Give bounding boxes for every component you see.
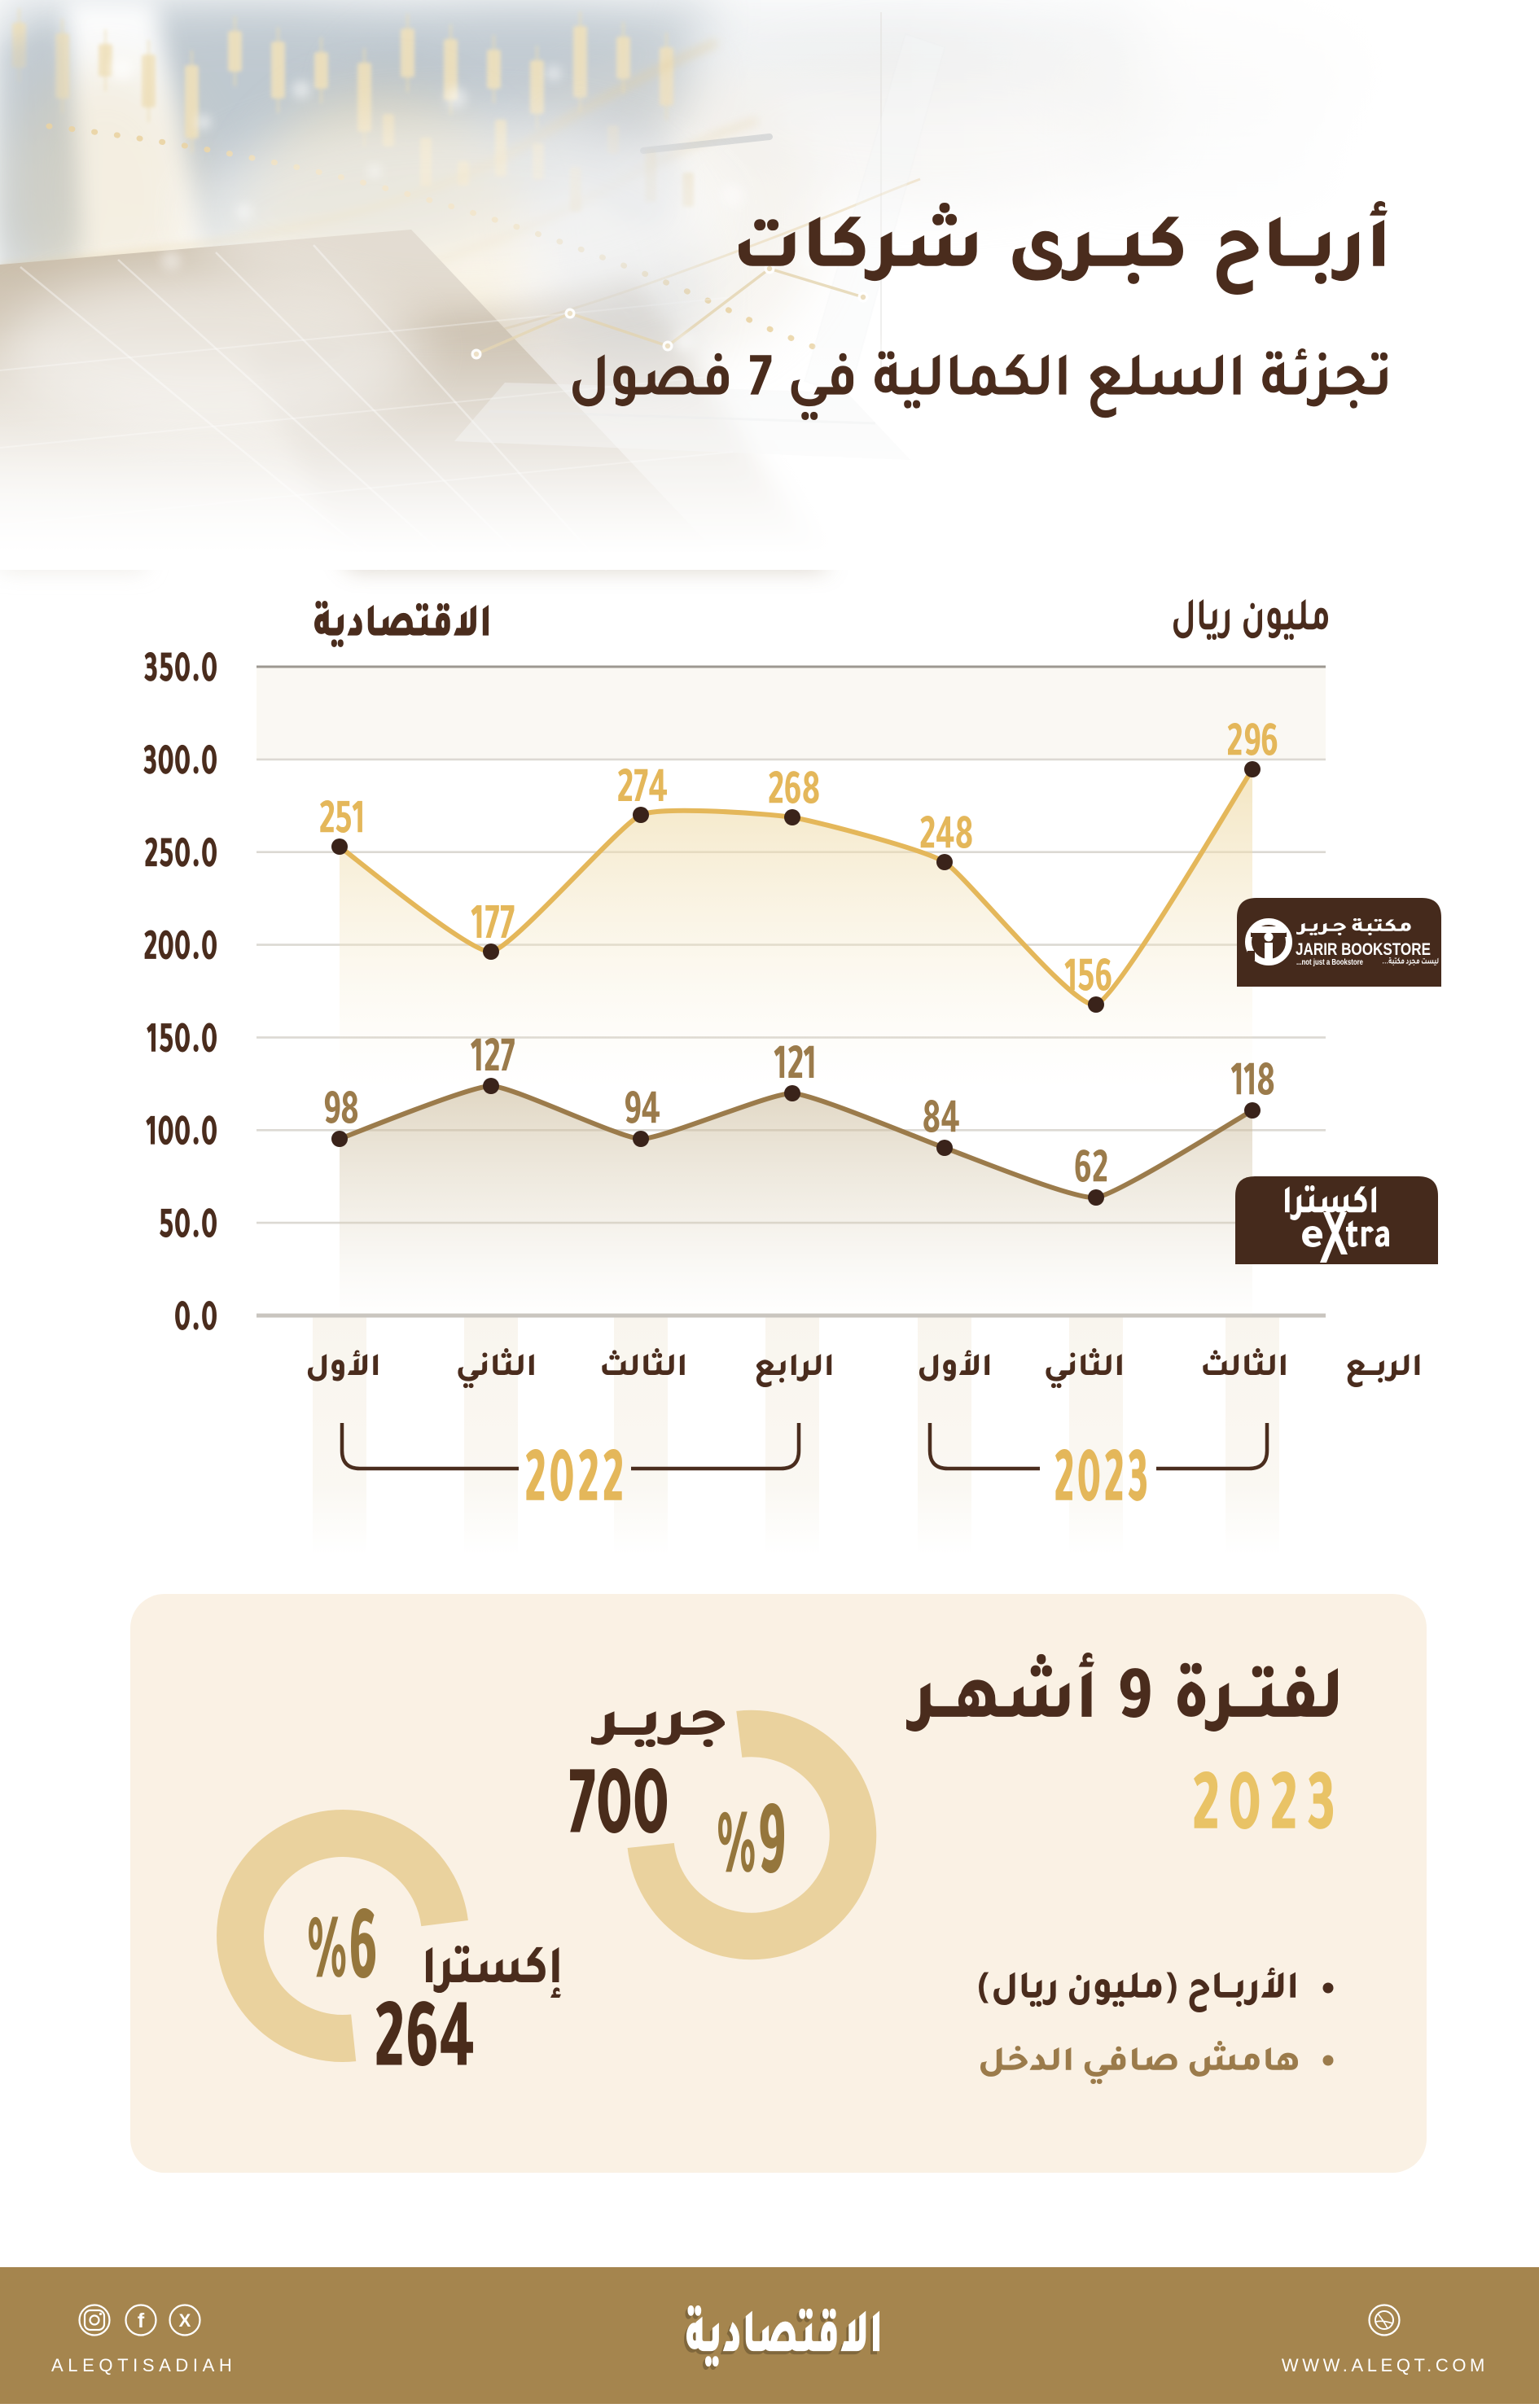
svg-text:X: X [179,2310,191,2331]
svg-text:WWW.ALEQT.COM: WWW.ALEQT.COM [1282,2355,1489,2375]
svg-text:...not just a Bookstore: ...not just a Bookstore [1296,958,1363,967]
svg-text:f: f [138,2309,145,2332]
svg-text:JARIR BOOKSTORE: JARIR BOOKSTORE [1296,939,1431,959]
svg-text:ALEQTISADIAH: ALEQTISADIAH [51,2355,236,2375]
